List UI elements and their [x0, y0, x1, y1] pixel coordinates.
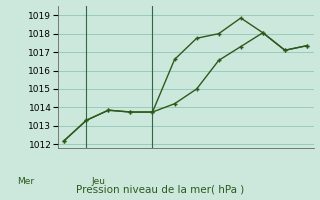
Text: Mer: Mer	[18, 177, 35, 186]
Text: Jeu: Jeu	[91, 177, 105, 186]
Text: Pression niveau de la mer( hPa ): Pression niveau de la mer( hPa )	[76, 184, 244, 194]
